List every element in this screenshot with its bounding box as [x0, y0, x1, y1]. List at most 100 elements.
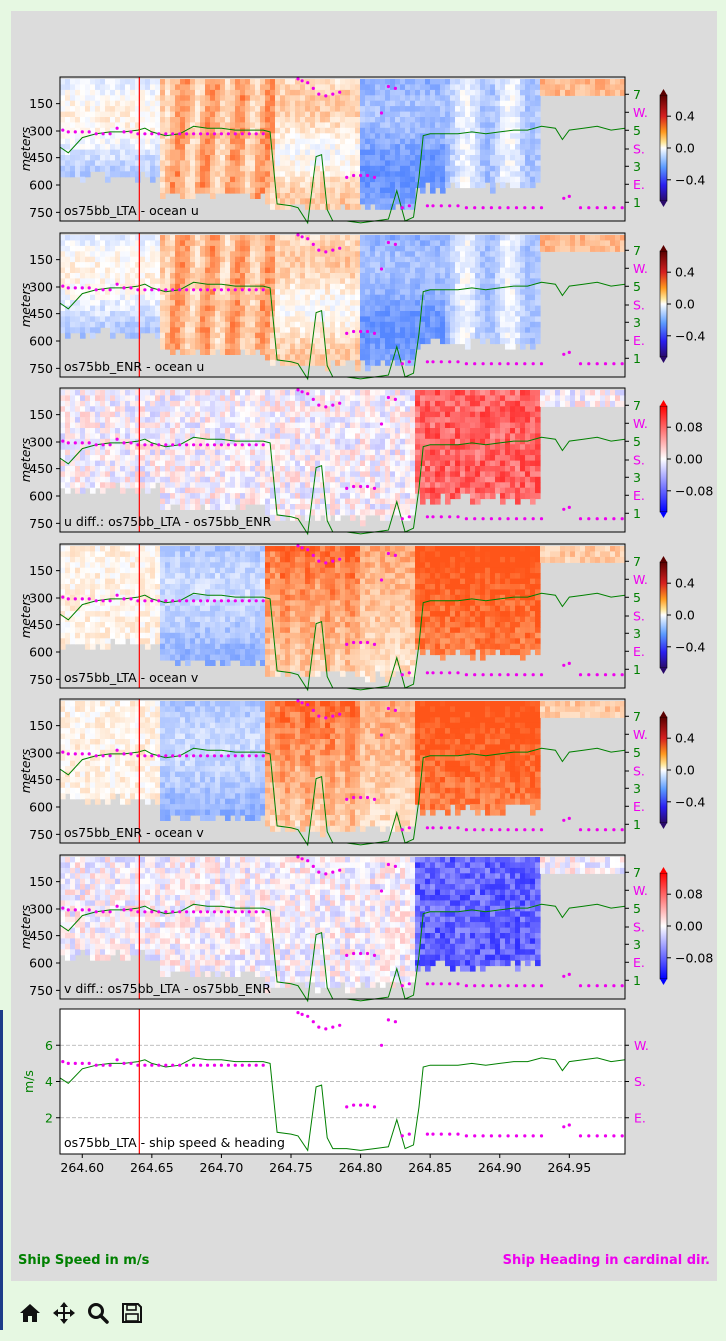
save-button[interactable] — [120, 1301, 144, 1325]
heading-point — [150, 288, 154, 292]
heading-point — [219, 910, 223, 914]
zoom-icon — [88, 1303, 109, 1324]
heading-point — [523, 828, 527, 832]
heading-point — [372, 797, 377, 802]
heading-point — [595, 1134, 599, 1138]
heading-point — [164, 132, 168, 136]
heading-point — [439, 826, 443, 830]
heading-point — [506, 517, 510, 521]
heading-point — [108, 443, 112, 447]
heading-point — [205, 443, 210, 447]
heading-point — [94, 288, 98, 292]
heading-point — [481, 673, 485, 677]
colorbar-tick-label: −0.4 — [675, 794, 705, 809]
heading-point — [306, 81, 310, 85]
heading-point — [523, 362, 527, 366]
heading-point — [464, 673, 468, 677]
heading-point — [101, 288, 105, 292]
heading-point — [296, 855, 300, 859]
heading-point — [185, 754, 189, 758]
heading-point — [425, 1132, 429, 1136]
heading-point — [240, 132, 244, 136]
y-tick-label: 300 — [29, 124, 53, 139]
heading-point — [338, 90, 342, 94]
heading-point — [620, 206, 624, 210]
heading-point — [185, 132, 189, 136]
right-tick-label: S. — [633, 453, 645, 468]
heading-point — [306, 392, 310, 396]
heading-point — [300, 701, 304, 705]
y-tick-label: 750 — [29, 983, 53, 998]
heading-point — [587, 206, 591, 210]
y-tick-label: 150 — [29, 874, 53, 889]
heading-point — [456, 982, 460, 986]
heading-point — [523, 206, 527, 210]
heading-point — [101, 599, 105, 603]
heading-point — [87, 1061, 91, 1065]
heading-point — [219, 288, 223, 292]
y-tick-label: 750 — [29, 516, 53, 531]
heading-point — [506, 673, 510, 677]
y-tick-label: 450 — [29, 150, 53, 165]
heading-point — [115, 1058, 119, 1062]
pan-button[interactable] — [52, 1301, 76, 1325]
zoom-button[interactable] — [86, 1301, 110, 1325]
heading-point — [464, 1134, 468, 1138]
heading-point — [338, 401, 342, 405]
heading-point — [300, 390, 304, 394]
heatmap-cells — [60, 701, 626, 838]
heading-point — [595, 673, 599, 677]
heading-point — [129, 597, 133, 601]
heading-point — [567, 816, 571, 821]
heading-point — [562, 818, 566, 822]
heading-point — [345, 331, 349, 335]
heading-point — [199, 443, 203, 447]
heading-point — [261, 443, 265, 447]
plot-toolbar — [18, 1298, 144, 1328]
right-tick-label: 1 — [633, 506, 641, 521]
y-tick-label: 300 — [29, 435, 53, 450]
heading-point — [306, 1014, 310, 1018]
y-tick-label: 300 — [29, 280, 53, 295]
heading-point — [178, 1063, 182, 1067]
right-tick-label: E. — [633, 644, 645, 659]
heading-point — [539, 828, 544, 832]
right-tick-label: 5 — [633, 590, 641, 605]
y-axis-label: meters — [18, 282, 33, 327]
heading-point — [379, 1043, 384, 1047]
colorbar-tick-label: −0.4 — [675, 328, 705, 343]
heading-point — [439, 671, 443, 675]
right-tick-label: 7 — [633, 709, 641, 724]
heading-point — [539, 673, 544, 677]
heading-point — [306, 237, 310, 241]
heading-point — [324, 250, 328, 254]
right-tick-label: S. — [633, 298, 645, 313]
heading-point — [311, 553, 315, 558]
heading-point — [254, 288, 258, 292]
heading-point — [603, 206, 608, 210]
home-button[interactable] — [18, 1301, 42, 1325]
heading-point — [101, 910, 105, 914]
heading-point — [400, 673, 404, 677]
heading-point — [129, 130, 133, 134]
heading-point — [448, 515, 452, 519]
right-tick-label: 3 — [633, 315, 641, 330]
heading-point — [157, 910, 161, 914]
heading-point — [372, 331, 377, 335]
heading-point — [620, 673, 624, 677]
heading-point — [296, 388, 300, 392]
heading-point — [400, 517, 404, 521]
heading-point — [338, 246, 342, 250]
y-axis-label: meters — [18, 748, 33, 793]
heatmap-cells — [60, 390, 626, 527]
y-tick-label: 2 — [45, 1110, 53, 1125]
right-tick-label: W. — [633, 261, 648, 276]
heading-point — [240, 288, 244, 292]
heading-point — [136, 443, 140, 447]
move-icon — [53, 1302, 75, 1324]
panel-label: os75bb_ENR - ocean u — [64, 359, 204, 374]
heading-point — [311, 1020, 315, 1024]
heading-point — [498, 206, 502, 210]
heading-point — [199, 910, 203, 914]
heading-point — [261, 754, 265, 758]
